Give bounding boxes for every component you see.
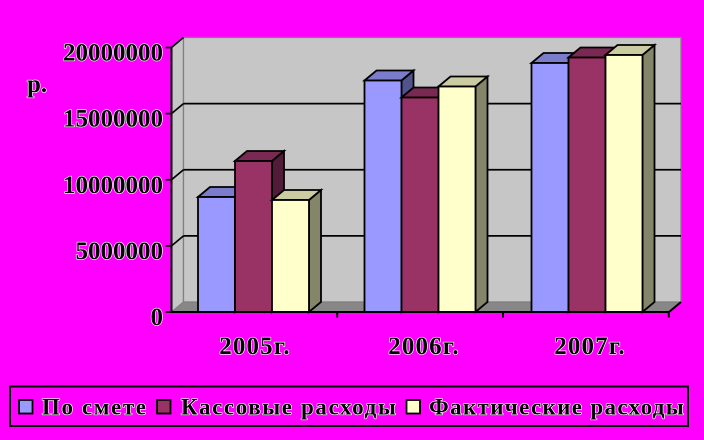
svg-text:5000000: 5000000 [76, 238, 164, 265]
svg-text:Кассовые расходы: Кассовые расходы [181, 395, 397, 420]
svg-text:15000000: 15000000 [63, 106, 163, 133]
svg-text:10000000: 10000000 [63, 172, 163, 199]
svg-text:20000000: 20000000 [63, 40, 163, 67]
svg-text:2007г.: 2007г. [554, 333, 625, 360]
svg-text:р.: р. [27, 71, 47, 98]
svg-text:По смете: По смете [42, 395, 148, 420]
svg-text:Фактические расходы: Фактические расходы [429, 395, 685, 420]
svg-text:0: 0 [151, 304, 164, 331]
svg-text:2006г.: 2006г. [388, 333, 459, 360]
svg-text:2005г.: 2005г. [219, 333, 290, 360]
